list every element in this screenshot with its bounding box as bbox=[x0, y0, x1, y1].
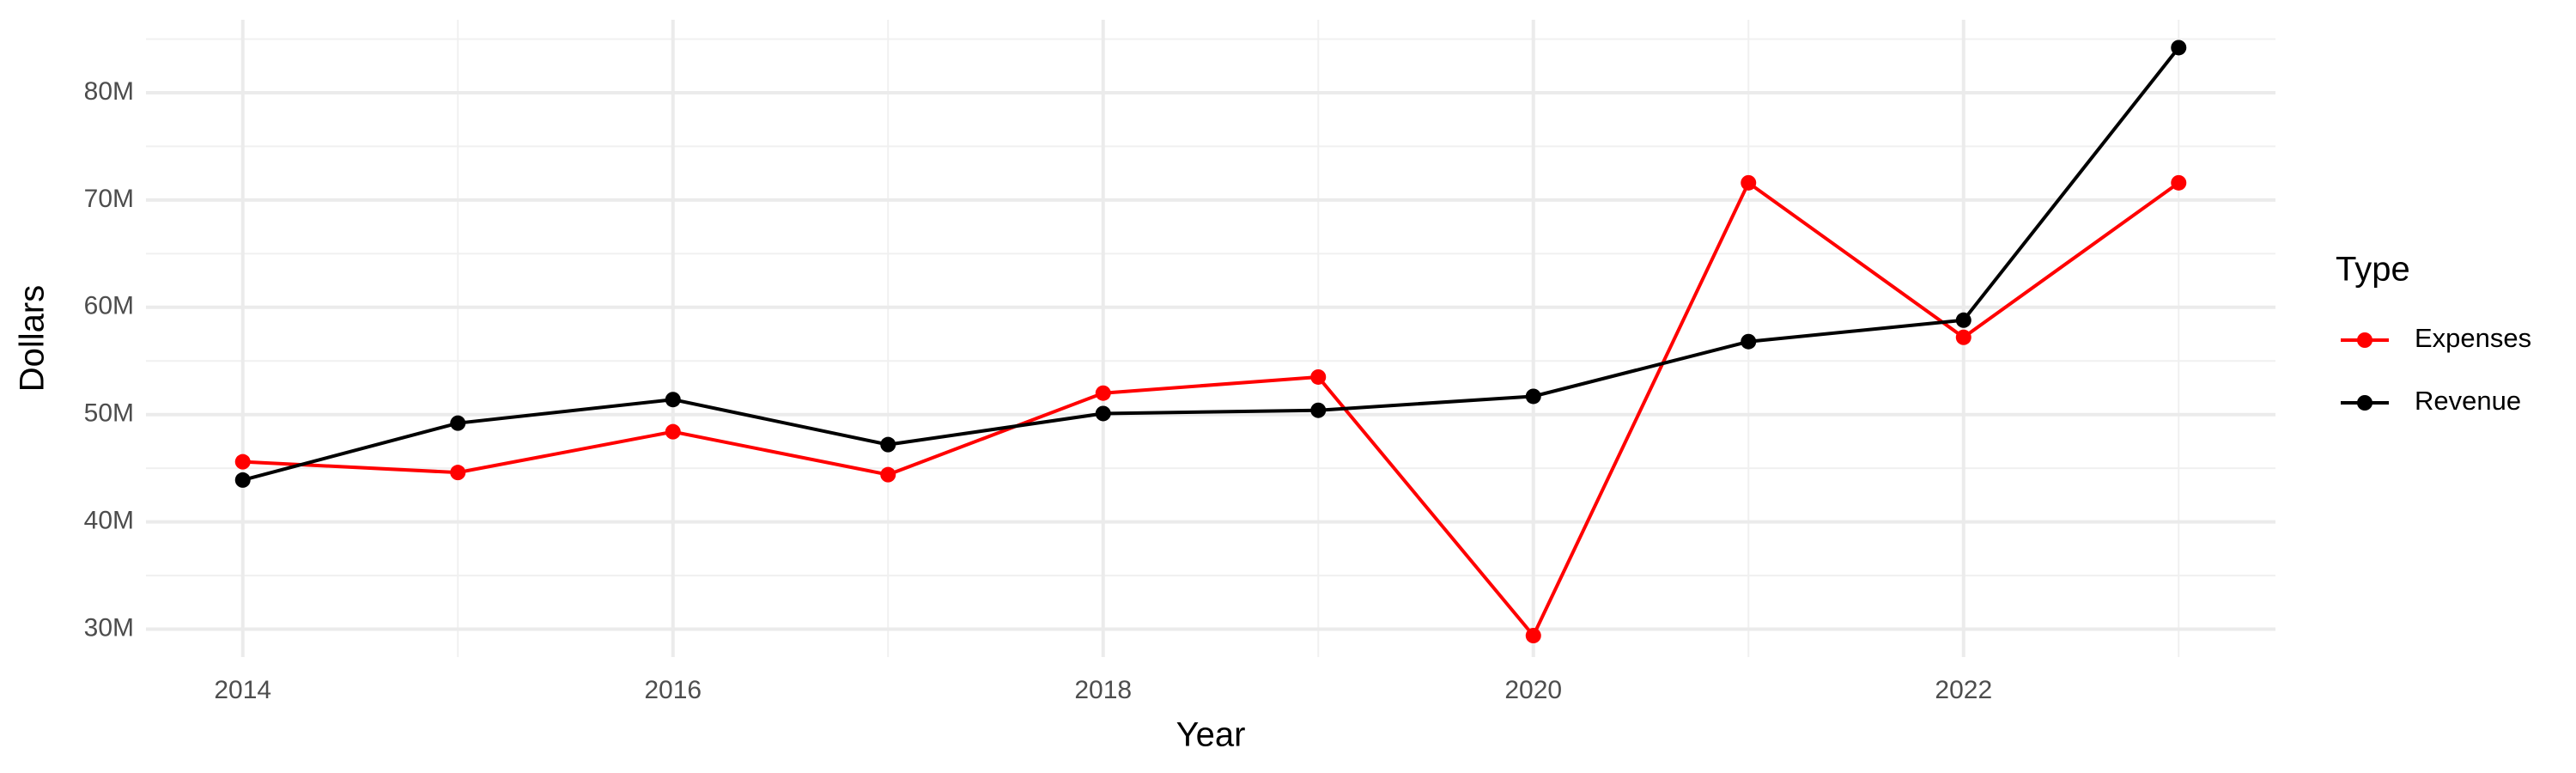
y-tick-label: 50M bbox=[84, 399, 134, 428]
legend-label: Expenses bbox=[2415, 323, 2531, 353]
data-point bbox=[450, 465, 466, 481]
x-tick-label: 2022 bbox=[1935, 676, 1992, 704]
data-point bbox=[1095, 405, 1111, 422]
y-tick-label: 70M bbox=[84, 185, 134, 213]
legend-title: Type bbox=[2336, 251, 2410, 289]
series-line bbox=[242, 180, 2180, 639]
data-point bbox=[2171, 174, 2187, 191]
data-point bbox=[1095, 385, 1111, 401]
y-tick-label: 40M bbox=[84, 507, 134, 535]
x-tick-label: 2016 bbox=[644, 676, 702, 704]
data-point bbox=[1955, 329, 1971, 345]
y-tick-label: 80M bbox=[84, 77, 134, 106]
x-tick-label: 2020 bbox=[1504, 676, 1562, 704]
legend-label: Revenue bbox=[2415, 386, 2521, 416]
data-point bbox=[880, 436, 896, 453]
y-axis-title: Dollars bbox=[14, 285, 52, 392]
data-point bbox=[1310, 368, 1327, 385]
data-point bbox=[1525, 388, 1541, 405]
data-point bbox=[1741, 333, 1757, 350]
series-line bbox=[242, 46, 2180, 482]
legend-marker bbox=[2357, 395, 2372, 411]
data-point bbox=[234, 472, 251, 488]
y-tick-label: 60M bbox=[84, 292, 134, 320]
x-axis-title: Year bbox=[1176, 716, 1246, 754]
y-tick-label: 30M bbox=[84, 613, 134, 642]
data-point bbox=[234, 453, 251, 470]
data-point bbox=[450, 415, 466, 431]
data-point bbox=[880, 466, 896, 483]
x-tick-label: 2014 bbox=[214, 676, 271, 704]
data-point bbox=[1741, 174, 1757, 191]
data-point bbox=[665, 423, 681, 440]
data-point bbox=[2171, 40, 2187, 56]
data-point bbox=[665, 392, 681, 408]
data-point bbox=[1955, 312, 1971, 328]
legend-marker bbox=[2357, 332, 2372, 348]
x-tick-label: 2018 bbox=[1074, 676, 1132, 704]
data-point bbox=[1310, 402, 1327, 418]
data-point bbox=[1525, 628, 1541, 644]
